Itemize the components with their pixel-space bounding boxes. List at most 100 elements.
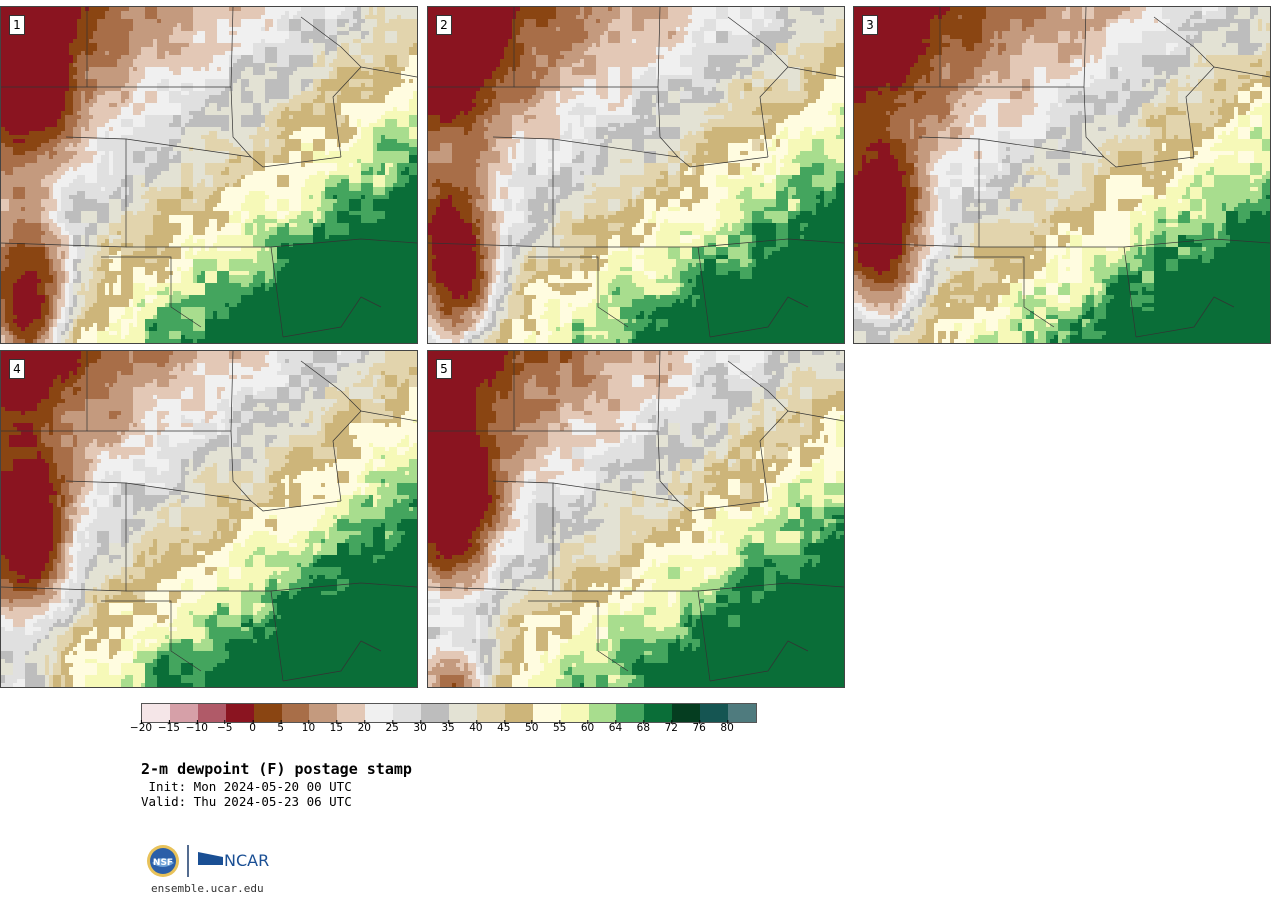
dewpoint-cell [704, 127, 712, 131]
dewpoint-cell [472, 283, 480, 287]
dewpoint-cell [1238, 87, 1250, 91]
dewpoint-cell [233, 211, 241, 215]
dewpoint-cell [878, 151, 890, 155]
dewpoint-cell [1190, 43, 1194, 47]
dewpoint-cell [484, 211, 496, 215]
dewpoint-cell [476, 259, 480, 263]
dewpoint-cell [950, 111, 974, 115]
dewpoint-cell [854, 39, 922, 43]
dewpoint-cell [898, 159, 906, 163]
dewpoint-cell [854, 67, 910, 71]
dewpoint-cell [1142, 11, 1162, 15]
dewpoint-cell [584, 215, 588, 219]
dewpoint-cell [616, 211, 644, 215]
dewpoint-cell [632, 147, 644, 151]
dewpoint-cell [910, 119, 914, 123]
dewpoint-cell [1030, 87, 1034, 91]
dewpoint-cell [409, 63, 417, 67]
dewpoint-cell [209, 131, 217, 135]
dewpoint-cell [962, 103, 966, 107]
dewpoint-cell [764, 215, 788, 219]
dewpoint-cell [740, 7, 752, 11]
dewpoint-cell [133, 23, 177, 27]
dewpoint-cell [245, 195, 269, 199]
dewpoint-cell [293, 95, 317, 99]
dewpoint-cell [716, 271, 728, 275]
dewpoint-cell [536, 47, 572, 51]
dewpoint-cell [121, 55, 137, 59]
dewpoint-cell [704, 131, 776, 135]
dewpoint-cell [129, 79, 141, 83]
dewpoint-cell [1002, 167, 1010, 171]
dewpoint-cell [77, 299, 85, 303]
dewpoint-cell [472, 219, 476, 223]
dewpoint-cell [125, 311, 133, 315]
dewpoint-cell [436, 303, 444, 307]
dewpoint-cell [1066, 131, 1070, 135]
dewpoint-cell [357, 119, 361, 123]
dewpoint-cell [97, 339, 145, 343]
dewpoint-cell [572, 147, 600, 151]
dewpoint-cell [101, 279, 117, 283]
dewpoint-cell [65, 227, 85, 231]
dewpoint-cell [145, 67, 169, 71]
dewpoint-cell [313, 195, 321, 199]
dewpoint-cell [193, 231, 205, 235]
dewpoint-cell [862, 159, 866, 163]
dewpoint-cell [1070, 115, 1094, 119]
dewpoint-cell [1022, 175, 1034, 179]
dewpoint-cell [788, 143, 812, 147]
dewpoint-cell [918, 123, 950, 127]
dewpoint-cell [1, 303, 5, 307]
dewpoint-cell [73, 263, 77, 267]
dewpoint-cell [890, 151, 906, 155]
dewpoint-cell [704, 151, 708, 155]
dewpoint-cell [57, 323, 65, 327]
dewpoint-cell [796, 19, 820, 23]
dewpoint-cell [357, 123, 361, 127]
dewpoint-cell [496, 307, 504, 311]
dewpoint-cell [1, 163, 25, 167]
dewpoint-cell [133, 123, 145, 127]
dewpoint-cell [205, 139, 229, 143]
dewpoint-cell [1194, 35, 1202, 39]
dewpoint-cell [185, 335, 205, 339]
dewpoint-cell [472, 207, 480, 211]
dewpoint-cell [508, 291, 512, 295]
dewpoint-cell [776, 231, 788, 235]
dewpoint-cell [1038, 103, 1050, 107]
dewpoint-cell [974, 151, 982, 155]
dewpoint-cell [73, 279, 81, 283]
dewpoint-cell [652, 311, 844, 315]
dewpoint-cell [217, 235, 253, 239]
dewpoint-cell [145, 259, 157, 263]
dewpoint-cell [17, 219, 25, 223]
dewpoint-cell [121, 99, 125, 103]
dewpoint-cell [377, 19, 385, 23]
dewpoint-cell [245, 199, 265, 203]
dewpoint-cell [812, 127, 824, 131]
dewpoint-cell [57, 303, 65, 307]
dewpoint-cell [29, 131, 61, 135]
dewpoint-cell [500, 171, 512, 175]
dewpoint-cell [684, 283, 696, 287]
dewpoint-cell [1250, 131, 1262, 135]
dewpoint-cell [572, 63, 584, 67]
dewpoint-cell [213, 207, 241, 211]
dewpoint-cell [313, 231, 325, 235]
dewpoint-cell [608, 103, 624, 107]
dewpoint-cell [45, 287, 57, 291]
dewpoint-cell [1146, 135, 1162, 139]
dewpoint-cell [1086, 63, 1106, 67]
dewpoint-cell [69, 51, 81, 55]
dewpoint-cell [680, 179, 700, 183]
dewpoint-cell [29, 323, 45, 327]
dewpoint-cell [854, 127, 886, 131]
dewpoint-cell [776, 11, 788, 15]
dewpoint-cell [121, 215, 153, 219]
dewpoint-cell [680, 63, 708, 67]
dewpoint-cell [824, 187, 832, 191]
dewpoint-cell [508, 187, 524, 191]
dewpoint-cell [241, 215, 249, 219]
dewpoint-cell [914, 167, 918, 171]
